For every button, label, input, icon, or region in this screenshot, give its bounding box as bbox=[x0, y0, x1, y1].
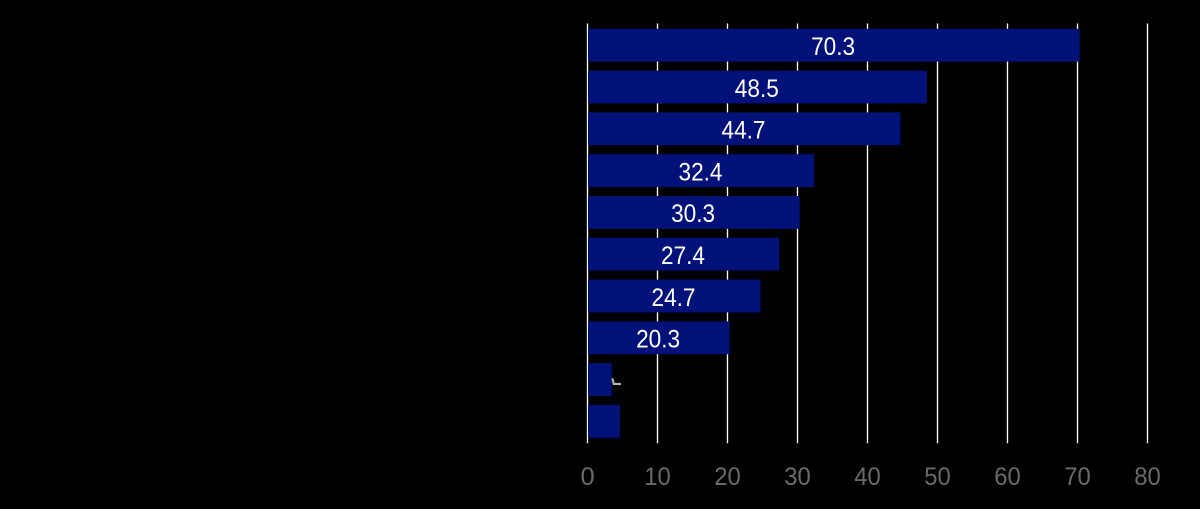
svg-text:80: 80 bbox=[1134, 463, 1161, 491]
svg-text:48.5: 48.5 bbox=[735, 75, 779, 103]
svg-text:24.7: 24.7 bbox=[652, 284, 696, 312]
svg-text:20: 20 bbox=[714, 463, 741, 491]
svg-text:50: 50 bbox=[924, 463, 951, 491]
svg-text:27.4: 27.4 bbox=[661, 242, 705, 270]
svg-text:70: 70 bbox=[1064, 463, 1091, 491]
svg-text:30: 30 bbox=[784, 463, 811, 491]
svg-text:0: 0 bbox=[580, 463, 594, 491]
svg-text:10: 10 bbox=[644, 463, 671, 491]
svg-text:20.3: 20.3 bbox=[636, 326, 680, 354]
svg-text:32.4: 32.4 bbox=[679, 158, 723, 186]
svg-text:40: 40 bbox=[854, 463, 881, 491]
svg-text:44.7: 44.7 bbox=[722, 117, 766, 145]
svg-text:60: 60 bbox=[994, 463, 1021, 491]
svg-text:70.3: 70.3 bbox=[811, 33, 855, 61]
svg-text:30.3: 30.3 bbox=[671, 200, 715, 228]
